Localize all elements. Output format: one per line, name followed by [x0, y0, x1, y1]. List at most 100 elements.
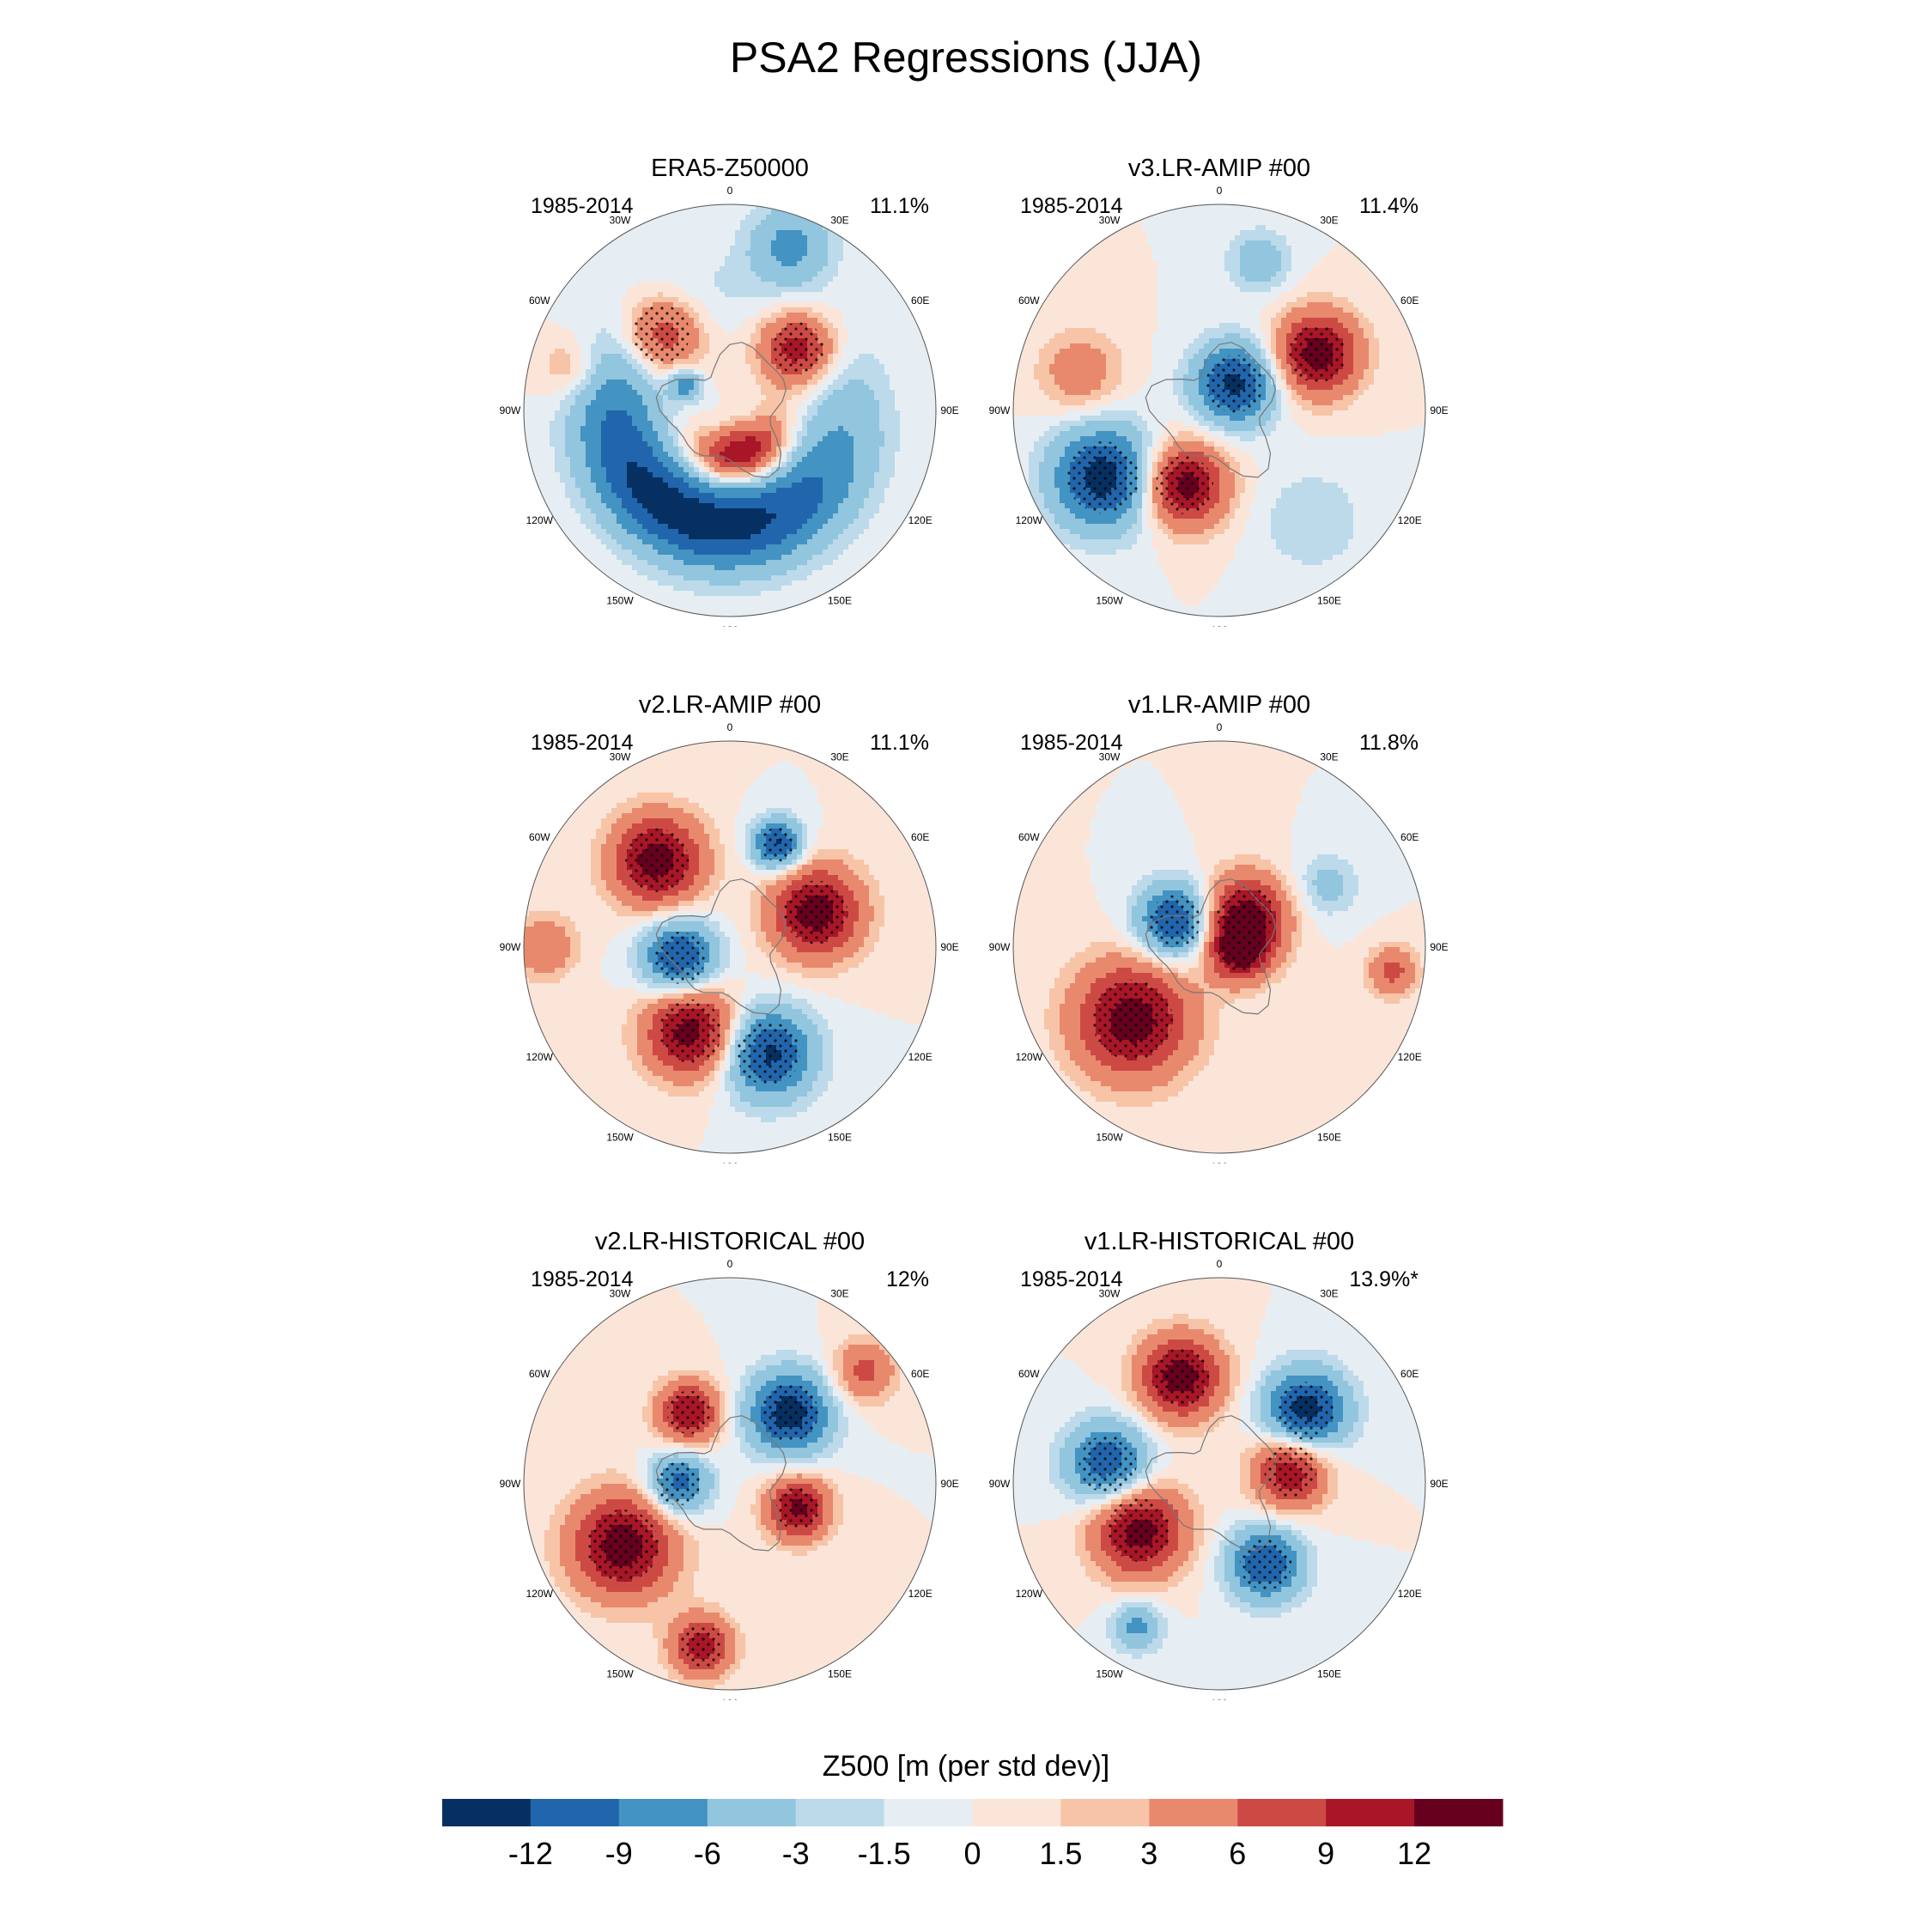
- regression-field: [524, 204, 936, 617]
- panel-title: v3.LR-AMIP #00: [979, 155, 1460, 183]
- panel-period: 1985-2014: [531, 194, 634, 219]
- longitude-label: 150W: [606, 595, 634, 607]
- longitude-label: 150E: [828, 1132, 852, 1144]
- map-boundary: [1012, 204, 1426, 617]
- colorbar-tick-label: -9: [605, 1836, 633, 1871]
- regression-field: [1013, 1278, 1425, 1690]
- longitude-label: 60W: [1018, 295, 1040, 307]
- longitude-label: 90W: [500, 941, 521, 953]
- colorbar-tick-label: -1.5: [858, 1836, 911, 1871]
- map-boundary: [523, 740, 937, 1154]
- regression-field: [524, 1278, 936, 1690]
- longitude-label: 30W: [610, 214, 631, 226]
- longitude-label: 150W: [1096, 595, 1123, 607]
- panel-period: 1985-2014: [1020, 1267, 1123, 1292]
- map-panel: v1.LR-AMIP #00 1985-2014 11.8% 0 30E 60E 90E 12…: [979, 683, 1460, 1163]
- longitude-label: 120W: [526, 1588, 554, 1600]
- longitude-label: 90E: [1430, 941, 1448, 953]
- map-panel: ERA5-Z50000 1985-2014 11.1% 0 30E 60E 90E 120E 1…: [489, 146, 970, 627]
- map-panel: v1.LR-HISTORICAL #00 1985-2014 13.9%* 0 30E 6…: [979, 1219, 1460, 1700]
- longitude-label: 120W: [526, 514, 554, 526]
- longitude-label: 30E: [1320, 214, 1338, 226]
- regression-field: [524, 741, 936, 1153]
- longitude-label: 30E: [1320, 750, 1338, 762]
- antarctica-coastline: [655, 878, 787, 1015]
- panel-title: v1.LR-HISTORICAL #00: [979, 1228, 1460, 1256]
- significance-stippling: [1091, 886, 1275, 1060]
- longitude-label: 0: [727, 1258, 733, 1270]
- significance-stippling: [1078, 1348, 1335, 1590]
- longitude-label: 120W: [1016, 1051, 1043, 1063]
- longitude-label: 90E: [1430, 404, 1448, 416]
- longitude-label: 150E: [1317, 1668, 1341, 1680]
- colorbar-tick-label: 6: [1229, 1836, 1246, 1871]
- colorbar-swatch: [618, 1799, 708, 1826]
- longitude-label: 0: [1217, 1258, 1223, 1270]
- map-panel: v3.LR-AMIP #00 1985-2014 11.4% 0 30E 60E 90E 12…: [979, 146, 1460, 627]
- map-boundary: [1012, 1277, 1426, 1691]
- map-boundary: [523, 204, 937, 617]
- longitude-label: 60W: [529, 295, 550, 307]
- longitude-label: 0: [1217, 721, 1223, 733]
- longitude-label: 180: [1211, 1161, 1228, 1163]
- longitude-label: 90E: [1430, 1478, 1448, 1490]
- panel-period: 1985-2014: [531, 731, 634, 756]
- polar-map: 0 30E 60E 90E 120E 150E 180 150W 120W 90W 60W 30W: [989, 721, 1449, 1163]
- polar-map: 0 30E 60E 90E 120E 150E 180 150W 120W 90W 60W 30W: [989, 185, 1449, 627]
- panel-title: v2.LR-AMIP #00: [489, 691, 970, 720]
- longitude-label: 120E: [908, 514, 933, 526]
- longitude-label: 60W: [1018, 1368, 1040, 1380]
- longitude-label: 180: [721, 1698, 738, 1700]
- panel-variance-percent: 11.8%: [1359, 731, 1419, 756]
- longitude-label: 150W: [606, 1668, 634, 1680]
- colorbar-title: Z500 [m (per std dev)]: [0, 1750, 1932, 1783]
- panel-period: 1985-2014: [1020, 194, 1123, 219]
- colorbar-swatch: [530, 1799, 620, 1826]
- colorbar-tick-label: 1.5: [1039, 1836, 1082, 1871]
- longitude-label: 30E: [1320, 1287, 1338, 1299]
- longitude-label: 150W: [606, 1132, 634, 1144]
- longitude-label: 60E: [1400, 295, 1419, 307]
- colorbar-swatch: [1414, 1799, 1504, 1826]
- longitude-label: 30E: [830, 1287, 848, 1299]
- panel-period: 1985-2014: [1020, 731, 1123, 756]
- longitude-label: 150E: [828, 1668, 852, 1680]
- significance-stippling: [586, 1383, 820, 1668]
- colorbar-swatch: [795, 1799, 885, 1826]
- longitude-label: 120E: [1398, 514, 1422, 526]
- longitude-label: 60E: [1400, 1368, 1419, 1380]
- colorbar-tick-label: -3: [782, 1836, 810, 1871]
- polar-map: 0 30E 60E 90E 120E 150E 180 150W 120W 90W 60W 30W: [500, 185, 959, 627]
- significance-stippling: [625, 827, 848, 1085]
- colorbar-tick-label: -12: [508, 1836, 553, 1871]
- longitude-label: 90W: [989, 404, 1011, 416]
- significance-stippling: [1066, 325, 1346, 514]
- longitude-label: 60W: [529, 831, 550, 843]
- colorbar-tick-label: 3: [1140, 1836, 1157, 1871]
- longitude-label: 90W: [989, 941, 1011, 953]
- polar-map: 0 30E 60E 90E 120E 150E 180 150W 120W 90W 60W 30W: [500, 721, 959, 1163]
- longitude-label: 30E: [830, 750, 848, 762]
- colorbar-tick-label: 0: [963, 1836, 981, 1871]
- panel-variance-percent: 11.4%: [1359, 194, 1419, 219]
- significance-stippling: [632, 305, 825, 374]
- longitude-label: 0: [1217, 185, 1223, 197]
- longitude-label: 120W: [1016, 514, 1043, 526]
- longitude-label: 150E: [1317, 595, 1341, 607]
- longitude-label: 30E: [830, 214, 848, 226]
- panel-title: v2.LR-HISTORICAL #00: [489, 1228, 970, 1256]
- longitude-label: 30W: [1099, 214, 1121, 226]
- longitude-label: 60W: [529, 1368, 550, 1380]
- polar-map: 0 30E 60E 90E 120E 150E 180 150W 120W 90W 60W 30W: [500, 1258, 959, 1700]
- longitude-label: 180: [721, 1161, 738, 1163]
- panel-variance-percent: 13.9%*: [1349, 1267, 1419, 1292]
- longitude-label: 90E: [940, 941, 958, 953]
- colorbar-swatch: [1060, 1799, 1150, 1826]
- longitude-label: 180: [721, 624, 738, 627]
- longitude-label: 120E: [1398, 1051, 1422, 1063]
- longitude-label: 30W: [1099, 750, 1121, 762]
- panel-variance-percent: 12%: [886, 1267, 929, 1292]
- panel-period: 1985-2014: [531, 1267, 634, 1292]
- longitude-label: 150W: [1096, 1668, 1123, 1680]
- antarctica-coastline: [655, 1415, 787, 1552]
